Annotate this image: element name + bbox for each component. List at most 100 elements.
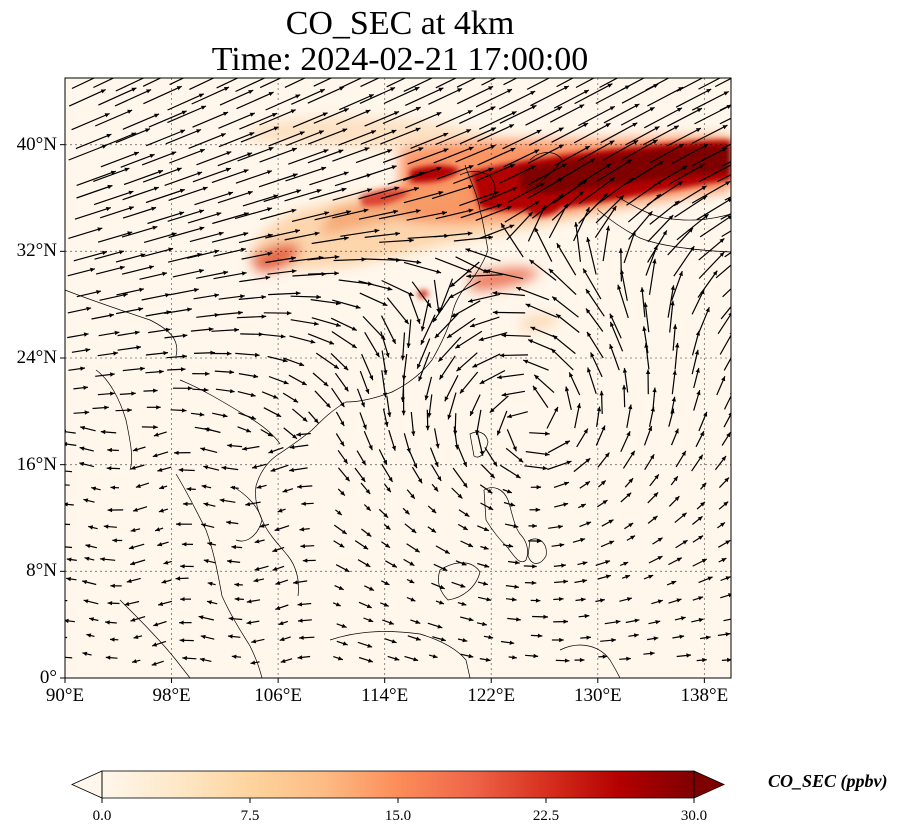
wind-vector-head — [200, 634, 206, 640]
wind-vector-head — [752, 92, 757, 96]
wind-vector-head — [254, 352, 260, 358]
wind-vector-head — [478, 337, 484, 342]
wind-vector-head — [227, 443, 232, 448]
wind-vector-shaft — [219, 89, 254, 106]
wind-vector-shaft — [218, 112, 256, 129]
wind-vector-shaft — [186, 250, 220, 259]
wind-vector-head — [464, 512, 470, 517]
wind-vector-head — [609, 140, 615, 145]
wind-vector-head — [455, 344, 461, 349]
wind-vector-head — [273, 194, 279, 199]
wind-vector-head — [435, 443, 440, 449]
wind-vector-shaft — [141, 151, 177, 166]
wind-vector-shaft — [167, 253, 203, 263]
colorbar-tick-label: 30.0 — [680, 808, 708, 824]
wind-vector-shaft — [714, 78, 731, 88]
wind-vector-shaft — [594, 205, 617, 239]
wind-vector-head — [444, 396, 449, 402]
wind-vector-head — [447, 333, 453, 338]
wind-vector-head — [608, 68, 613, 72]
wind-vector-head — [628, 178, 634, 183]
wind-vector-head — [654, 126, 660, 131]
wind-vector-head — [415, 636, 421, 641]
wind-vector-shaft — [268, 292, 301, 296]
wind-vector-head — [384, 421, 389, 427]
wind-vector-head — [130, 465, 136, 470]
wind-vector-shaft — [459, 371, 479, 394]
wind-vector-head — [537, 633, 543, 638]
wind-vector-head — [605, 225, 611, 231]
wind-vector-head — [254, 539, 260, 544]
wind-vector-head — [451, 312, 457, 317]
wind-vector-shaft — [644, 302, 650, 333]
wind-vector-head — [343, 458, 348, 464]
wind-vector-head — [387, 149, 393, 154]
wind-vector-head — [675, 342, 680, 348]
wind-vector-head — [85, 544, 91, 549]
wind-vector-head — [83, 599, 89, 604]
wind-vector-shaft — [405, 111, 442, 129]
wind-vector-head — [438, 356, 444, 362]
wind-vector-shaft — [115, 128, 151, 144]
wind-vector-shaft — [432, 295, 452, 323]
wind-vector-head — [360, 476, 366, 482]
wind-vector-head — [105, 206, 111, 211]
wind-vector-head — [207, 541, 213, 547]
wind-vector-head — [601, 425, 606, 431]
wind-vector-shaft — [75, 133, 112, 150]
wind-vector-head — [468, 146, 474, 151]
wind-vector-head — [721, 376, 726, 382]
wind-vector-head — [483, 527, 489, 531]
wind-vector-shaft — [527, 177, 564, 200]
wind-vector-head — [723, 91, 729, 96]
wind-vector-head — [587, 68, 592, 72]
wind-vector-head — [534, 200, 540, 206]
wind-vector-head — [709, 72, 714, 76]
wind-vector-shaft — [172, 269, 205, 278]
wind-vector-shaft — [720, 305, 731, 320]
colorbar-tick-label: 0.0 — [92, 808, 112, 824]
wind-vector-head — [514, 584, 519, 589]
wind-vector-head — [468, 208, 474, 213]
wind-vector-head — [253, 374, 259, 379]
wind-vector-shaft — [645, 245, 658, 276]
wind-vector-shaft — [189, 78, 215, 90]
wind-vector-shaft — [492, 311, 526, 314]
wind-vector-head — [310, 339, 316, 344]
wind-vector-head — [179, 211, 185, 216]
wind-vector-shaft — [504, 200, 540, 223]
wind-vector-shaft — [446, 317, 476, 339]
wind-vector-shaft — [315, 352, 340, 370]
wind-vector-head — [695, 128, 701, 133]
wind-vector-head — [337, 510, 342, 516]
wind-vector-shaft — [578, 176, 616, 205]
wind-vector-shaft — [717, 174, 731, 183]
wind-vector-head — [254, 566, 260, 571]
wind-vector-shaft — [690, 147, 728, 167]
wind-vector-head — [489, 407, 495, 413]
wind-vector-head — [293, 70, 298, 74]
wind-vector-head — [334, 254, 340, 260]
wind-vector-head — [645, 369, 651, 374]
wind-vector-head — [584, 613, 590, 619]
wind-vector-head — [267, 170, 272, 175]
wind-vector-shaft — [420, 314, 436, 346]
wind-vector-head — [671, 580, 677, 585]
wind-vector-head — [539, 183, 545, 187]
wind-vector-head — [341, 623, 347, 628]
wind-vector-head — [66, 576, 71, 582]
wind-vector-head — [162, 271, 167, 277]
wind-vector-head — [226, 520, 231, 525]
wind-vector-shaft — [332, 188, 373, 201]
wind-vector-head — [110, 391, 115, 396]
wind-vector-head — [751, 149, 756, 153]
wind-vector-head — [273, 394, 278, 399]
wind-vector-shaft — [499, 354, 529, 357]
wind-vector-head — [246, 599, 252, 604]
wind-vector-head — [525, 303, 531, 308]
wind-vector-shaft — [211, 329, 240, 332]
wind-vector-shaft — [313, 108, 350, 124]
wind-vector-head — [702, 195, 708, 200]
wind-vector-head — [242, 446, 247, 451]
wind-vector-head — [221, 465, 227, 471]
